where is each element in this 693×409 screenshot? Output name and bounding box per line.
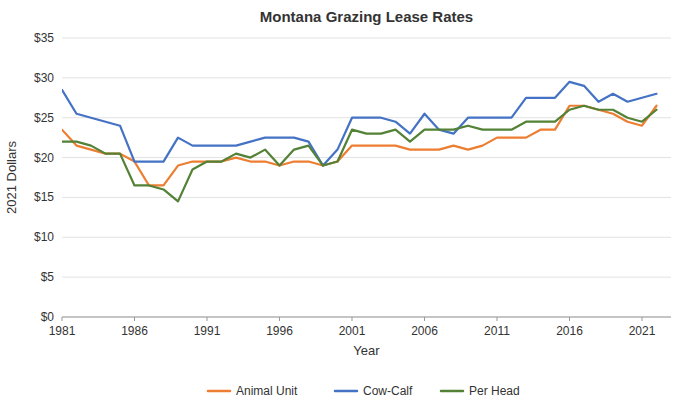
chart: Montana Grazing Lease Rates $0 $5 $10 $15 $20… [0, 0, 693, 409]
x-tick-label: 1996 [266, 324, 293, 338]
y-axis-label: 2021 Dollars [4, 141, 19, 214]
grid-line [62, 197, 671, 198]
x-tick-label: 1991 [194, 324, 221, 338]
y-tick-label: $10 [34, 230, 54, 244]
legend-swatch [208, 390, 230, 393]
legend-item: Cow-Calf [335, 384, 413, 398]
x-tick [134, 317, 135, 321]
y-axis: $0 $5 $10 $15 $20 $25 $30 $35 [34, 31, 671, 324]
grid-line [62, 77, 671, 78]
x-tick [424, 317, 425, 321]
legend-swatch [335, 390, 357, 393]
legend-swatch [441, 390, 463, 393]
x-tick-label: 1986 [121, 324, 148, 338]
y-tick-label: $30 [34, 71, 54, 85]
y-tick-label: $15 [34, 190, 54, 204]
y-tick-label: $20 [34, 151, 54, 165]
x-tick [642, 317, 643, 321]
x-tick-label: 2011 [484, 324, 510, 338]
grid-line [62, 317, 671, 318]
x-tick [569, 317, 570, 321]
grid-line [62, 157, 671, 158]
legend-label: Animal Unit [236, 384, 298, 398]
legend: Animal Unit Cow-Calf Per Head [208, 384, 520, 398]
y-tick-label: $0 [41, 310, 55, 324]
y-tick-label: $35 [34, 31, 54, 45]
x-axis-label: Year [353, 343, 380, 358]
legend-item: Animal Unit [208, 384, 298, 398]
grid-line [62, 38, 671, 39]
legend-item: Per Head [441, 384, 520, 398]
plot-area [62, 82, 657, 202]
x-tick [497, 317, 498, 321]
title: Montana Grazing Lease Rates [260, 8, 473, 25]
grid-line [62, 237, 671, 238]
x-tick-label: 2016 [556, 324, 583, 338]
x-axis: 1981 1986 1991 1996 2001 2006 2011 2016 2021 [49, 317, 671, 338]
x-tick [62, 317, 63, 321]
series-line [62, 82, 657, 166]
x-tick-label: 2001 [339, 324, 366, 338]
legend-label: Per Head [469, 384, 520, 398]
y-tick-label: $25 [34, 111, 54, 125]
x-tick-label: 1981 [49, 324, 76, 338]
x-tick [279, 317, 280, 321]
grid-line [62, 277, 671, 278]
y-tick-label: $5 [41, 270, 55, 284]
x-axis-line [62, 317, 671, 318]
x-tick [207, 317, 208, 321]
x-tick-label: 2006 [411, 324, 438, 338]
x-tick-label: 2021 [629, 324, 656, 338]
legend-label: Cow-Calf [363, 384, 413, 398]
x-tick [352, 317, 353, 321]
series-line [62, 106, 657, 202]
